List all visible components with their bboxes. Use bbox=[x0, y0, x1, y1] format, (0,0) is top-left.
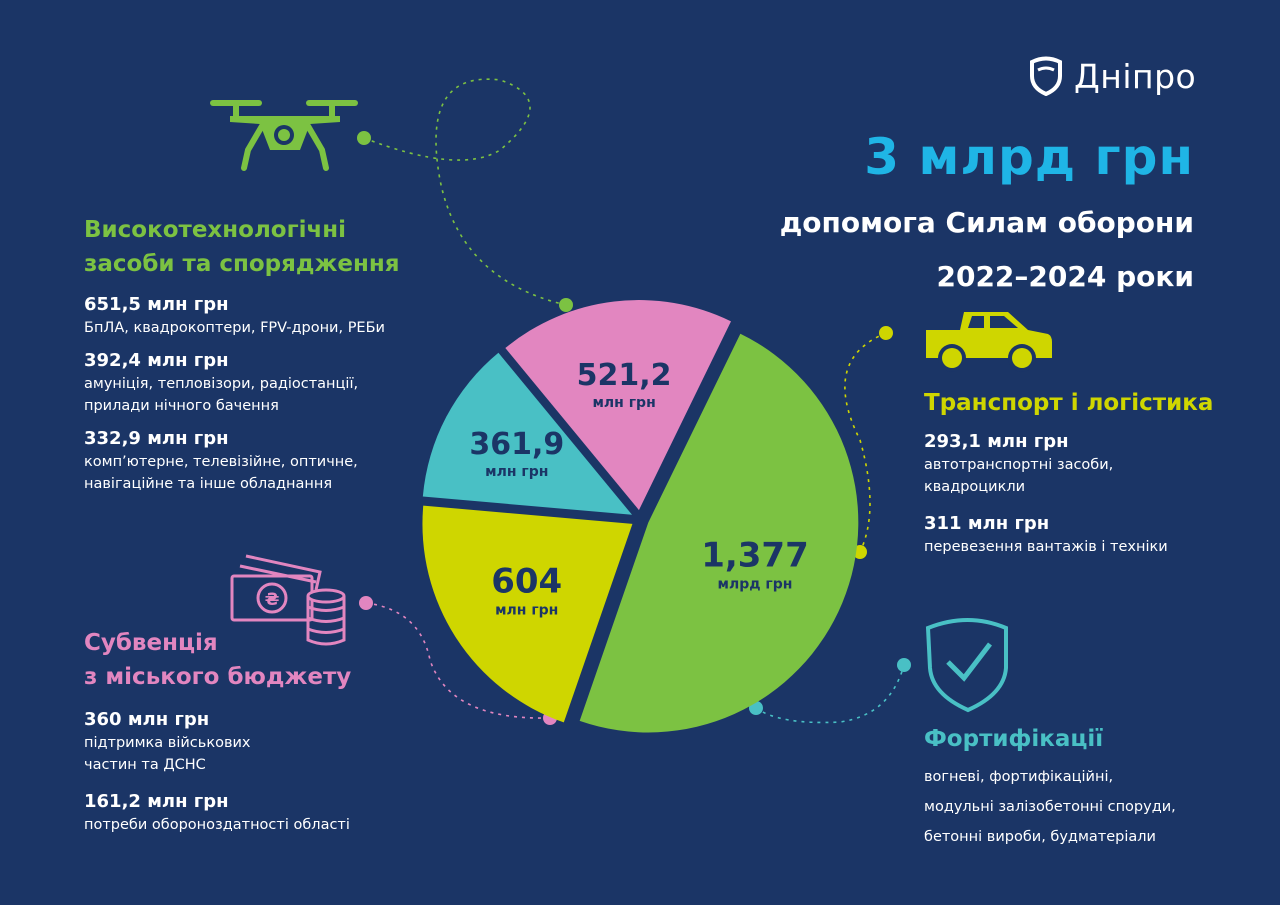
pie-value-label-transport: 604 bbox=[491, 561, 562, 601]
fortifications-desc: вогневі, фортифікаційні, bbox=[924, 769, 1114, 785]
city-logo: Дніпро bbox=[1028, 56, 1196, 96]
headline: 3 млрд грн допомога Силам оборони 2022–2… bbox=[780, 126, 1194, 304]
transport-title: Транспорт і логістика bbox=[924, 390, 1214, 416]
hitech-item-amount: 392,4 млн грн bbox=[84, 350, 229, 371]
pie-slice-transport bbox=[422, 505, 633, 723]
connector-subvention bbox=[365, 602, 549, 719]
transport-item-amount: 311 млн грн bbox=[924, 513, 1050, 534]
hitech-item-amount: 332,9 млн грн bbox=[84, 428, 229, 449]
hitech-item-desc: БпЛА, квадрокоптери, FPV-дрони, РЕБи bbox=[84, 320, 385, 336]
headline-subtitle: допомога Силам оборони bbox=[779, 206, 1194, 239]
transport-item-amount: 293,1 млн грн bbox=[924, 431, 1069, 452]
transport-item-desc: перевезення вантажів і техніки bbox=[924, 539, 1168, 555]
logo-text: Дніпро bbox=[1074, 56, 1197, 96]
category-subvention: Субвенція з міського бюджету 360 млн грн… bbox=[84, 626, 414, 836]
subvention-title-line1: Субвенція bbox=[84, 630, 218, 656]
hitech-item-desc: навігаційне та інше обладнання bbox=[84, 476, 333, 492]
pickup-truck-icon bbox=[926, 312, 1052, 372]
money-coins-icon: ₴ bbox=[230, 554, 346, 646]
fortifications-desc: модульні залізобетонні споруди, bbox=[924, 799, 1176, 815]
hitech-title-line1: Високотехнологічні bbox=[84, 217, 347, 243]
category-fortifications: Фортифікації вогневі, фортифікаційні, мо… bbox=[924, 722, 1244, 852]
subvention-item-desc: підтримка військових bbox=[84, 735, 251, 751]
hitech-item: 392,4 млн грн амуніція, тепловізори, рад… bbox=[84, 349, 424, 417]
pie-value-label-subvention: 521,2 bbox=[577, 358, 672, 393]
pie-unit-label-subvention: млн грн bbox=[592, 395, 655, 411]
fortifications-desc: бетонні вироби, будматеріали bbox=[924, 829, 1156, 845]
hitech-item-desc: комп’ютерне, телевізійне, оптичне, bbox=[84, 454, 358, 470]
pie-value-label-fortifications: 361,9 bbox=[469, 427, 564, 462]
dot-fort-end bbox=[897, 658, 911, 672]
pie-slices bbox=[422, 300, 859, 733]
svg-text:₴: ₴ bbox=[265, 590, 280, 610]
subvention-item-desc: потреби обороноздатності області bbox=[84, 817, 350, 833]
dot-hitech-start bbox=[357, 131, 371, 145]
subvention-item-amount: 360 млн грн bbox=[84, 709, 210, 730]
pie-value-label-hitech: 1,377 bbox=[701, 536, 809, 576]
hitech-item: 651,5 млн грн БпЛА, квадрокоптери, FPV-д… bbox=[84, 293, 424, 339]
pie-slice-subvention bbox=[505, 300, 731, 511]
transport-item-desc: автотранспортні засоби, bbox=[924, 457, 1114, 473]
category-transport: Транспорт і логістика 293,1 млн грн авто… bbox=[924, 386, 1244, 558]
dot-subvention-start bbox=[359, 596, 373, 610]
connectors bbox=[363, 78, 905, 724]
total-amount: 3 млрд грн bbox=[864, 128, 1194, 186]
hitech-item-desc: амуніція, тепловізори, радіостанції, bbox=[84, 376, 359, 392]
drone-icon bbox=[210, 100, 358, 171]
pie-unit-label-hitech: млрд грн bbox=[718, 577, 793, 593]
shield-logo-icon bbox=[1030, 56, 1062, 96]
subvention-item: 360 млн грн підтримка військових частин … bbox=[84, 708, 414, 776]
subvention-title-line2: з міського бюджету bbox=[84, 664, 352, 690]
pie-unit-label-transport: млн грн bbox=[495, 602, 558, 618]
pie-slice-hitech bbox=[579, 333, 859, 733]
transport-item-desc: квадроцикли bbox=[924, 479, 1026, 495]
subvention-item-amount: 161,2 млн грн bbox=[84, 791, 229, 812]
subvention-item-desc: частин та ДСНС bbox=[84, 757, 206, 773]
transport-item: 293,1 млн грн автотранспортні засоби, кв… bbox=[924, 430, 1244, 498]
fortifications-title: Фортифікації bbox=[924, 726, 1104, 752]
subvention-item: 161,2 млн грн потреби обороноздатності о… bbox=[84, 790, 414, 836]
hitech-title-line2: засоби та спорядження bbox=[84, 251, 400, 277]
pie-unit-label-fortifications: млн грн bbox=[485, 464, 548, 480]
connector-hitech bbox=[363, 78, 567, 306]
dot-hitech-end bbox=[559, 298, 573, 312]
shield-check-icon bbox=[925, 618, 1008, 713]
hitech-item-desc: прилади нічного бачення bbox=[84, 398, 279, 414]
pie-slice-fortifications bbox=[422, 352, 633, 515]
headline-years: 2022–2024 роки bbox=[936, 260, 1194, 293]
hitech-item-amount: 651,5 млн грн bbox=[84, 294, 229, 315]
hitech-item: 332,9 млн грн комп’ютерне, телевізійне, … bbox=[84, 427, 424, 495]
transport-item: 311 млн грн перевезення вантажів і техні… bbox=[924, 512, 1244, 558]
dot-transport-start bbox=[879, 326, 893, 340]
category-hitech: Високотехнологічні засоби та спорядження… bbox=[84, 213, 424, 495]
